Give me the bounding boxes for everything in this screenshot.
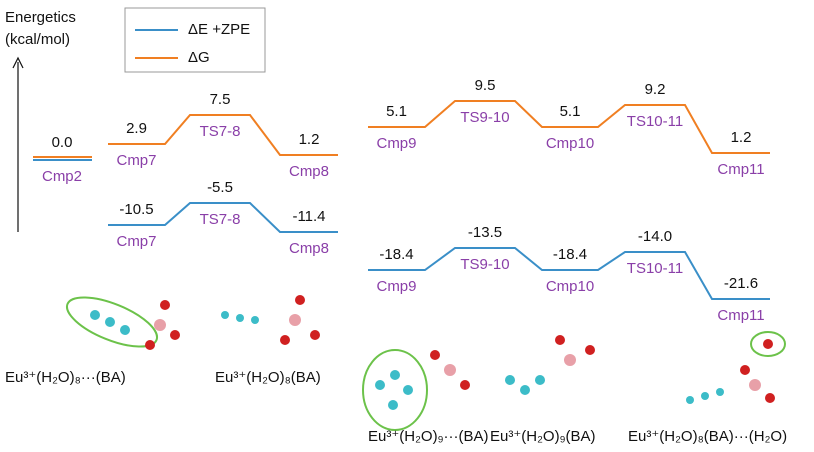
structure-caption: Eu³⁺(H₂O)₈···(BA) <box>5 369 126 386</box>
level-value: -14.0 <box>638 228 672 245</box>
molecules <box>61 287 785 430</box>
level-name: Cmp7 <box>116 152 156 169</box>
energy-diagram: Energetics (kcal/mol) ΔE +ZPE ΔG 0.0 Cmp2 2.… <box>0 0 814 447</box>
axis-title: Energetics <box>5 9 76 26</box>
level-value: -5.5 <box>207 179 233 196</box>
level-value: 2.9 <box>126 120 147 137</box>
level-value: 5.1 <box>386 103 407 120</box>
structure-caption: Eu³⁺(H₂O)₉(BA) <box>490 428 596 445</box>
level-name: Cmp10 <box>546 278 594 295</box>
level-value: -18.4 <box>553 246 587 263</box>
level-value: 1.2 <box>299 131 320 148</box>
level-value: -21.6 <box>724 275 758 292</box>
level-name: Cmp10 <box>546 135 594 152</box>
level-value: 1.2 <box>731 129 752 146</box>
level-value: 9.2 <box>645 81 666 98</box>
level-value: 5.1 <box>560 103 581 120</box>
level-value: 7.5 <box>210 91 231 108</box>
structure-caption: Eu³⁺(H₂O)₈(BA)···(H₂O) <box>628 428 787 445</box>
legend-label: ΔG <box>188 49 210 66</box>
level-value: -18.4 <box>379 246 413 263</box>
level-name: Cmp2 <box>42 168 82 185</box>
level-name: Cmp11 <box>717 161 764 178</box>
level-name: TS7-8 <box>200 123 241 140</box>
level-name: Cmp9 <box>376 135 416 152</box>
level-name: TS10-11 <box>627 260 683 277</box>
level-name: TS7-8 <box>200 211 241 228</box>
level-name: Cmp7 <box>116 233 156 250</box>
level-name: Cmp8 <box>289 240 329 257</box>
level-name: Cmp8 <box>289 163 329 180</box>
structure-caption: Eu³⁺(H₂O)₈(BA) <box>215 369 321 386</box>
level-value: -10.5 <box>119 201 153 218</box>
level-name: Cmp9 <box>376 278 416 295</box>
level-name: TS9-10 <box>460 256 509 273</box>
legend-label: ΔE +ZPE <box>188 21 250 38</box>
level-name: TS9-10 <box>460 109 509 126</box>
level-value: 0.0 <box>52 134 73 151</box>
structure-caption: Eu³⁺(H₂O)₉···(BA) <box>368 428 489 445</box>
level-value: -11.4 <box>292 208 325 225</box>
level-value: 9.5 <box>475 77 496 94</box>
level-name: Cmp11 <box>717 307 764 324</box>
level-value: -13.5 <box>468 224 502 241</box>
level-name: TS10-11 <box>627 113 683 130</box>
axis-unit: (kcal/mol) <box>5 31 70 48</box>
